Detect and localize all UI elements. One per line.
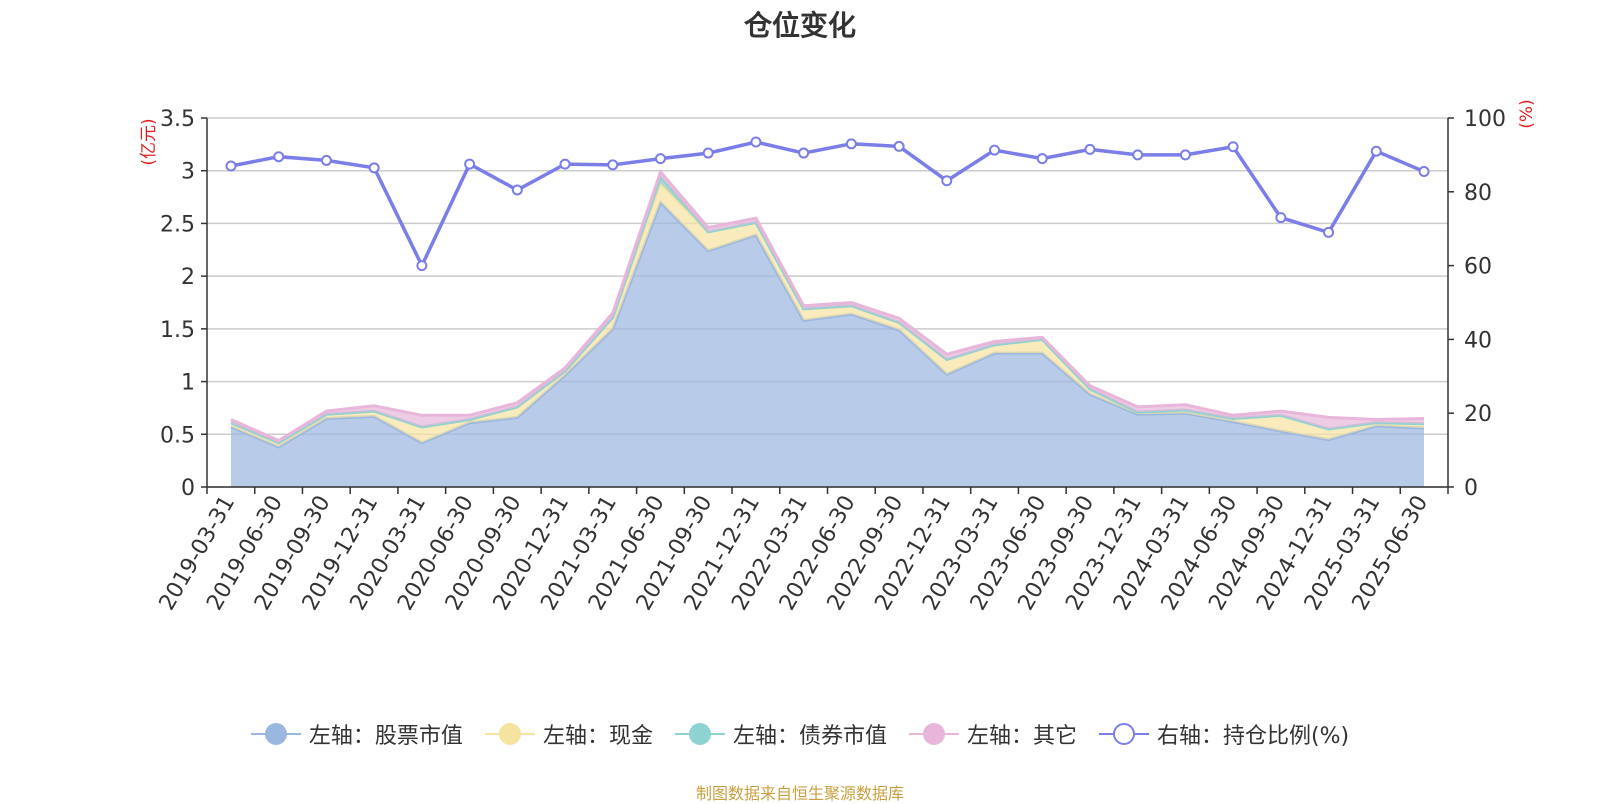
- area-cash: [231, 183, 1424, 447]
- left-tick-label: 0.5: [160, 423, 195, 448]
- filled-circle-icon: [250, 722, 301, 746]
- ratio-point: [989, 144, 1001, 156]
- legend-label: 左轴：股票市值: [308, 724, 463, 749]
- ratio-point: [416, 260, 428, 272]
- left-axis-unit-label: (亿元): [139, 118, 159, 165]
- left-tick-label: 2: [181, 265, 195, 290]
- ratio-point: [1275, 212, 1287, 224]
- ratio-point: [225, 160, 237, 172]
- legend-item-ratio[interactable]: 右轴：持仓比例(%): [1098, 718, 1350, 750]
- data-source-footer: 制图数据来自恒生聚源数据库: [695, 784, 904, 803]
- legend: 左轴：股票市值 左轴：现金 左轴：债券市值 左轴：其它 右轴：持仓比例(%): [0, 718, 1600, 750]
- ratio-point: [654, 153, 666, 165]
- chart-title: 仓位变化: [743, 9, 856, 42]
- ratio-point: [559, 158, 571, 170]
- legend-item-stock[interactable]: 左轴：股票市值: [250, 718, 463, 750]
- ratio-point: [893, 140, 905, 152]
- ratio-point: [1418, 166, 1430, 178]
- ratio-point: [750, 136, 762, 148]
- right-tick-label: 100: [1464, 107, 1506, 132]
- ratio-line-series: [225, 136, 1430, 272]
- ratio-point: [941, 175, 953, 187]
- chart-svg: 00.511.522.533.50204060801002019-03-3120…: [139, 99, 1537, 614]
- ratio-point: [320, 154, 332, 166]
- legend-item-cash[interactable]: 左轴：现金: [484, 718, 653, 750]
- left-tick-label: 3.5: [160, 107, 195, 132]
- right-tick-label: 20: [1464, 402, 1492, 427]
- legend-label: 右轴：持仓比例(%): [1156, 724, 1350, 749]
- left-tick-label: 3: [181, 160, 195, 185]
- ratio-point: [1036, 153, 1048, 165]
- legend-item-bond[interactable]: 左轴：债券市值: [674, 718, 887, 750]
- legend-label: 左轴：其它: [966, 724, 1077, 749]
- right-tick-label: 0: [1464, 476, 1478, 501]
- right-tick-label: 80: [1464, 181, 1492, 206]
- ratio-point: [1179, 149, 1191, 161]
- ratio-point: [273, 151, 285, 163]
- left-tick-label: 1.5: [160, 318, 195, 343]
- ratio-point: [464, 158, 476, 170]
- right-tick-label: 60: [1464, 255, 1492, 280]
- ratio-point: [1084, 143, 1096, 155]
- legend-label: 左轴：现金: [542, 724, 653, 749]
- ratio-point: [368, 162, 380, 174]
- ratio-point: [702, 147, 714, 159]
- ratio-point: [1323, 226, 1335, 238]
- ratio-point: [1227, 141, 1239, 153]
- ratio-point: [798, 147, 810, 159]
- legend-label: 左轴：债券市值: [732, 724, 887, 749]
- hollow-circle-icon: [1098, 722, 1149, 746]
- filled-circle-icon: [908, 722, 959, 746]
- ratio-point: [607, 159, 619, 171]
- area-stock: [231, 202, 1424, 488]
- left-tick-label: 2.5: [160, 212, 195, 237]
- area-line-other: [230, 168, 1425, 443]
- ratio-point: [511, 184, 523, 196]
- right-axis-unit-label: (%): [1517, 99, 1537, 128]
- ratio-point: [845, 138, 857, 150]
- right-tick-label: 40: [1464, 328, 1492, 353]
- ratio-point: [1370, 145, 1382, 157]
- stacked-areas: [230, 168, 1425, 488]
- legend-item-other[interactable]: 左轴：其它: [908, 718, 1077, 750]
- area-other: [231, 171, 1424, 443]
- filled-circle-icon: [674, 722, 725, 746]
- left-tick-label: 0: [181, 476, 195, 501]
- ratio-point: [1132, 149, 1144, 161]
- filled-circle-icon: [484, 722, 535, 746]
- left-tick-label: 1: [181, 371, 195, 396]
- ratio-line: [230, 140, 1425, 270]
